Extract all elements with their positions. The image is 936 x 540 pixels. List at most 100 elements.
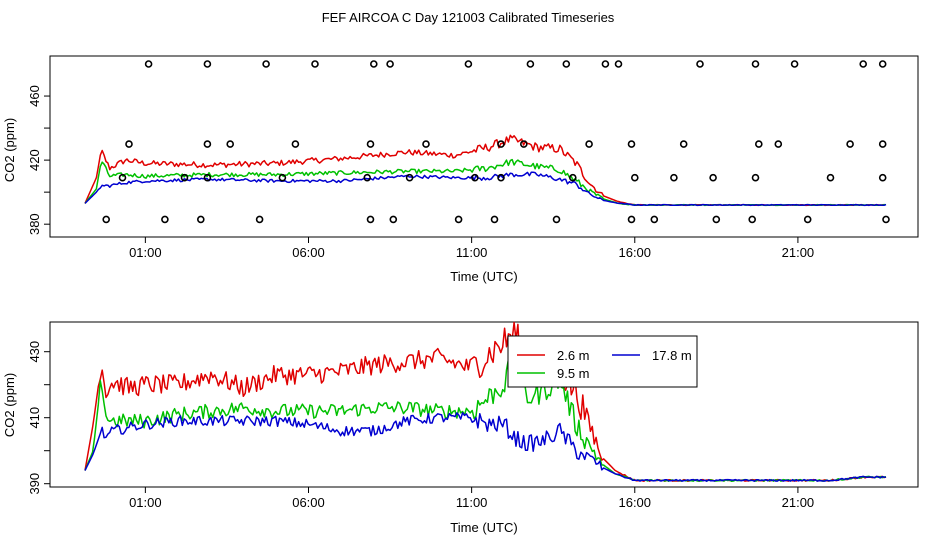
legend-label-9-5m: 9.5 m bbox=[557, 366, 590, 381]
calibration-marker bbox=[389, 215, 398, 224]
calibration-marker bbox=[118, 173, 127, 182]
top-y-tick-label: 460 bbox=[27, 85, 42, 107]
bottom-panel: 01:00 06:00 11:00 16:00 21:00 390 410 430 Time… bbox=[2, 321, 919, 535]
top-x-tick-label: 11:00 bbox=[456, 245, 488, 260]
calibration-marker bbox=[748, 215, 757, 224]
calibration-marker bbox=[366, 140, 375, 148]
calibration-marker bbox=[262, 60, 270, 68]
calibration-marker bbox=[562, 60, 571, 68]
bottom-x-tick-label: 01:00 bbox=[129, 495, 162, 510]
bottom-series-group bbox=[84, 321, 887, 482]
calibration-marker bbox=[585, 140, 593, 148]
top-y-tick-label: 420 bbox=[27, 149, 42, 171]
calibration-marker bbox=[161, 215, 169, 224]
calibration-marker bbox=[568, 173, 577, 182]
bottom-y-axis-label: CO2 (ppm) bbox=[2, 373, 17, 437]
calibration-marker bbox=[144, 60, 153, 68]
calibration-marker bbox=[519, 140, 528, 148]
bottom-series-2-6m bbox=[84, 321, 887, 482]
calibration-marker bbox=[125, 140, 133, 148]
bottom-y-axis: 390 410 430 bbox=[27, 341, 50, 495]
top-series-group bbox=[84, 134, 887, 207]
calibration-marker bbox=[803, 215, 812, 224]
legend-label-17-8m: 17.8 m bbox=[652, 348, 692, 363]
calibration-marker bbox=[878, 60, 887, 68]
figure-title: FEF AIRCOA C Day 121003 Calibrated Times… bbox=[322, 10, 615, 25]
top-marker-group bbox=[102, 60, 890, 224]
calibration-marker bbox=[627, 215, 636, 224]
calibration-marker bbox=[601, 60, 610, 68]
calibration-marker bbox=[422, 140, 430, 148]
bottom-x-tick-label: 21:00 bbox=[782, 495, 815, 510]
calibration-marker bbox=[846, 140, 854, 148]
bottom-x-tick-label: 06:00 bbox=[292, 495, 325, 510]
calibration-marker bbox=[826, 173, 835, 182]
calibration-marker bbox=[614, 60, 623, 68]
top-y-tick-label: 380 bbox=[27, 213, 42, 235]
calibration-marker bbox=[751, 173, 760, 182]
calibration-marker bbox=[627, 140, 636, 148]
top-y-axis-label: CO2 (ppm) bbox=[2, 118, 17, 182]
top-plot-frame bbox=[49, 55, 919, 238]
top-panel: 01:00 06:00 11:00 16:00 21:00 380 420 460 Time… bbox=[2, 55, 919, 284]
calibration-marker bbox=[203, 60, 212, 68]
calibration-marker bbox=[878, 173, 887, 182]
legend: 2.6 m 17.8 m 9.5 m bbox=[507, 335, 698, 388]
top-x-tick-label: 06:00 bbox=[292, 245, 325, 260]
calibration-marker bbox=[464, 60, 473, 68]
calibration-marker bbox=[180, 173, 189, 182]
calibration-marker bbox=[454, 215, 463, 224]
calibration-marker bbox=[774, 140, 783, 148]
legend-label-2-6m: 2.6 m bbox=[557, 348, 590, 363]
calibration-marker bbox=[363, 173, 372, 182]
bottom-y-tick-label: 430 bbox=[27, 341, 42, 363]
top-x-tick-label: 01:00 bbox=[129, 245, 162, 260]
calibration-marker bbox=[291, 140, 300, 148]
calibration-marker bbox=[490, 215, 499, 224]
bottom-series-9-5m bbox=[84, 346, 887, 482]
calibration-marker bbox=[696, 60, 704, 68]
calibration-marker bbox=[386, 60, 394, 68]
calibration-marker bbox=[278, 173, 287, 182]
calibration-marker bbox=[670, 173, 678, 182]
calibration-marker bbox=[405, 173, 414, 182]
calibration-marker bbox=[369, 60, 378, 68]
calibration-marker bbox=[679, 140, 688, 148]
top-y-axis: 380 420 460 bbox=[27, 85, 50, 235]
calibration-marker bbox=[878, 140, 887, 148]
legend-box bbox=[507, 335, 698, 388]
bottom-series-17-8m bbox=[84, 412, 887, 482]
calibration-marker bbox=[754, 140, 763, 148]
top-series-17-8m bbox=[84, 171, 887, 207]
bottom-plot-frame bbox=[49, 321, 919, 488]
bottom-x-tick-label: 16:00 bbox=[618, 495, 651, 510]
bottom-y-tick-label: 410 bbox=[27, 407, 42, 429]
calibration-marker bbox=[790, 60, 799, 68]
calibration-marker bbox=[102, 215, 110, 224]
calibration-marker bbox=[526, 60, 535, 68]
top-x-tick-label: 16:00 bbox=[618, 245, 651, 260]
calibration-marker bbox=[650, 215, 659, 224]
bottom-y-tick-label: 390 bbox=[27, 473, 42, 495]
bottom-x-tick-label: 11:00 bbox=[456, 495, 488, 510]
calibration-marker bbox=[471, 173, 479, 182]
calibration-marker bbox=[497, 173, 505, 182]
calibration-marker bbox=[226, 140, 234, 148]
calibration-marker bbox=[203, 140, 212, 148]
calibration-marker bbox=[497, 140, 505, 148]
calibration-marker bbox=[366, 215, 375, 224]
calibration-marker bbox=[311, 60, 319, 68]
calibration-marker bbox=[712, 215, 721, 224]
calibration-marker bbox=[882, 215, 890, 224]
calibration-marker bbox=[203, 173, 212, 182]
calibration-marker bbox=[630, 173, 639, 182]
bottom-x-axis: 01:00 06:00 11:00 16:00 21:00 bbox=[129, 487, 814, 510]
top-x-axis: 01:00 06:00 11:00 16:00 21:00 bbox=[129, 237, 814, 260]
bottom-x-axis-label: Time (UTC) bbox=[450, 520, 517, 535]
top-x-axis-label: Time (UTC) bbox=[450, 269, 517, 284]
calibration-marker bbox=[255, 215, 264, 224]
calibration-marker bbox=[197, 215, 205, 224]
top-x-tick-label: 21:00 bbox=[782, 245, 815, 260]
calibration-marker bbox=[552, 215, 561, 224]
